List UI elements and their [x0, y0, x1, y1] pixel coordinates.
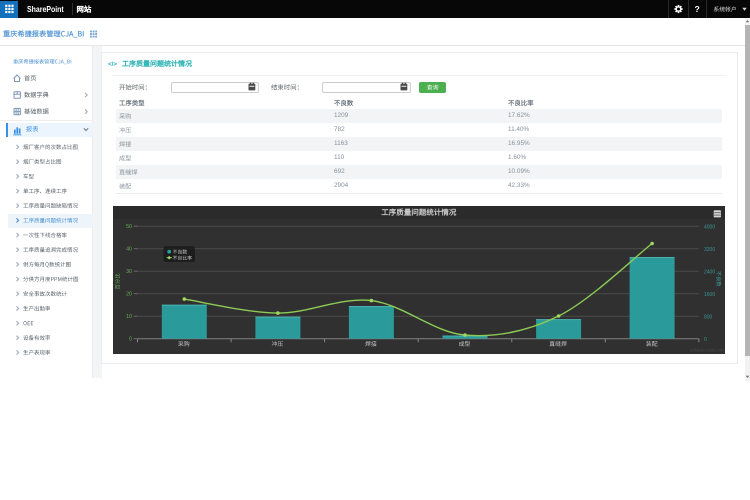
svg-text:1600: 1600	[704, 292, 715, 298]
svg-text:echarts.baidu.com: echarts.baidu.com	[690, 348, 725, 353]
svg-text:800: 800	[704, 314, 713, 320]
svg-text:4000: 4000	[704, 224, 715, 230]
svg-text:3200: 3200	[704, 247, 715, 253]
svg-text:10: 10	[126, 314, 132, 320]
svg-text:50: 50	[126, 224, 132, 230]
svg-text:0: 0	[129, 337, 132, 343]
svg-text:40: 40	[126, 247, 132, 253]
svg-text:30: 30	[126, 269, 132, 275]
svg-text:20: 20	[126, 292, 132, 298]
svg-text:2400: 2400	[704, 269, 715, 275]
svg-text:0: 0	[704, 337, 707, 343]
